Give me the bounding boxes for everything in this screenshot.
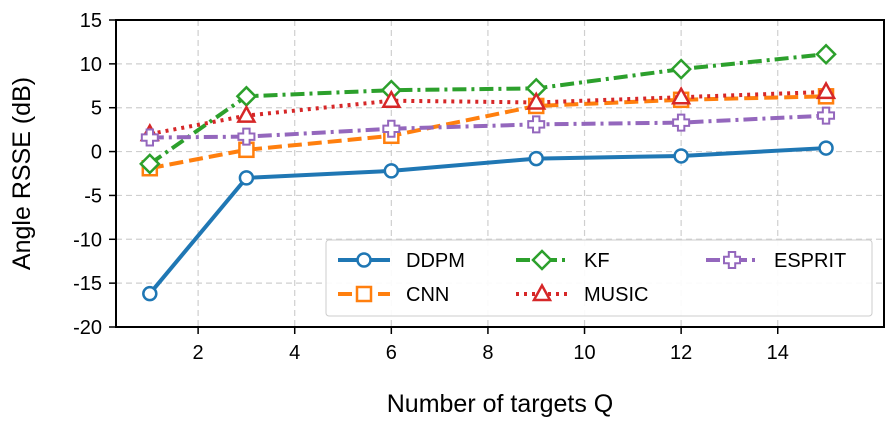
plot-frame — [115, 19, 885, 328]
series-ddpm — [142, 140, 834, 302]
legend-entry-music: MUSIC — [516, 282, 648, 306]
legend: DDPM CNN KF MUSIC ESPRIT — [325, 239, 873, 317]
data-point-esprit — [672, 113, 691, 132]
series-line-cnn — [149, 94, 827, 171]
data-point-esprit — [140, 128, 159, 147]
axis-ticks: 2 4 6 8 10 12 14 15 10 5 0 -5 -10 -15 -20 — [73, 10, 789, 364]
series-line-ddpm — [148, 146, 827, 295]
y-tick-label: -15 — [73, 273, 102, 295]
series-esprit — [140, 106, 836, 147]
legend-marker-cnn — [355, 285, 373, 303]
y-tick-label: -20 — [73, 317, 102, 339]
x-tick-label: 8 — [482, 342, 493, 364]
data-point-ddpm — [238, 170, 255, 186]
data-point-esprit — [237, 127, 256, 146]
data-point-ddpm — [818, 140, 834, 156]
series-layer — [139, 43, 837, 302]
y-tick-label: -10 — [73, 229, 102, 251]
x-tick-label: 10 — [573, 342, 595, 364]
data-point-ddpm — [528, 150, 544, 167]
legend-entry-cnn: CNN — [338, 284, 449, 306]
data-point-esprit — [817, 106, 836, 125]
data-point-ddpm — [673, 148, 689, 164]
y-tick-label: 15 — [80, 10, 102, 32]
y-tick-label: 10 — [80, 54, 102, 76]
legend-entry-esprit: ESPRIT — [706, 250, 846, 272]
data-point-ddpm — [383, 163, 400, 179]
legend-marker-esprit — [723, 251, 741, 269]
data-point-kf — [139, 153, 161, 175]
legend-label-music: MUSIC — [584, 284, 648, 306]
series-kf — [139, 43, 837, 175]
y-tick-label: 0 — [91, 142, 102, 164]
legend-label-cnn: CNN — [406, 284, 449, 306]
series-line-kf — [148, 52, 827, 166]
y-axis-title: Angle RSSE (dB) — [8, 77, 36, 270]
y-tick-label: -5 — [84, 185, 102, 207]
legend-label-esprit: ESPRIT — [774, 250, 846, 272]
legend-marker-music — [531, 282, 553, 302]
legend-marker-ddpm — [356, 252, 372, 268]
x-axis-title: Number of targets Q — [387, 390, 613, 418]
series-line-music — [149, 89, 827, 136]
series-music — [139, 80, 837, 142]
legend-label-ddpm: DDPM — [406, 250, 465, 272]
data-point-ddpm — [142, 285, 158, 302]
legend-marker-kf — [531, 249, 553, 271]
x-tick-label: 12 — [670, 342, 692, 364]
data-point-music — [671, 86, 692, 105]
legend-entry-ddpm: DDPM — [338, 250, 465, 272]
x-tick-label: 14 — [767, 342, 789, 364]
x-tick-label: 2 — [193, 342, 204, 364]
data-point-kf — [670, 58, 692, 80]
y-tick-label: 5 — [91, 98, 102, 120]
legend-label-kf: KF — [584, 250, 610, 272]
data-point-music — [526, 91, 547, 110]
legend-entry-kf: KF — [516, 249, 610, 272]
data-point-esprit — [527, 115, 546, 134]
x-tick-label: 6 — [386, 342, 397, 364]
data-point-music — [381, 89, 402, 108]
x-tick-label: 4 — [289, 342, 300, 364]
data-point-music — [815, 80, 837, 100]
data-point-esprit — [382, 119, 401, 138]
data-point-kf — [815, 43, 837, 65]
data-point-music — [236, 104, 257, 123]
